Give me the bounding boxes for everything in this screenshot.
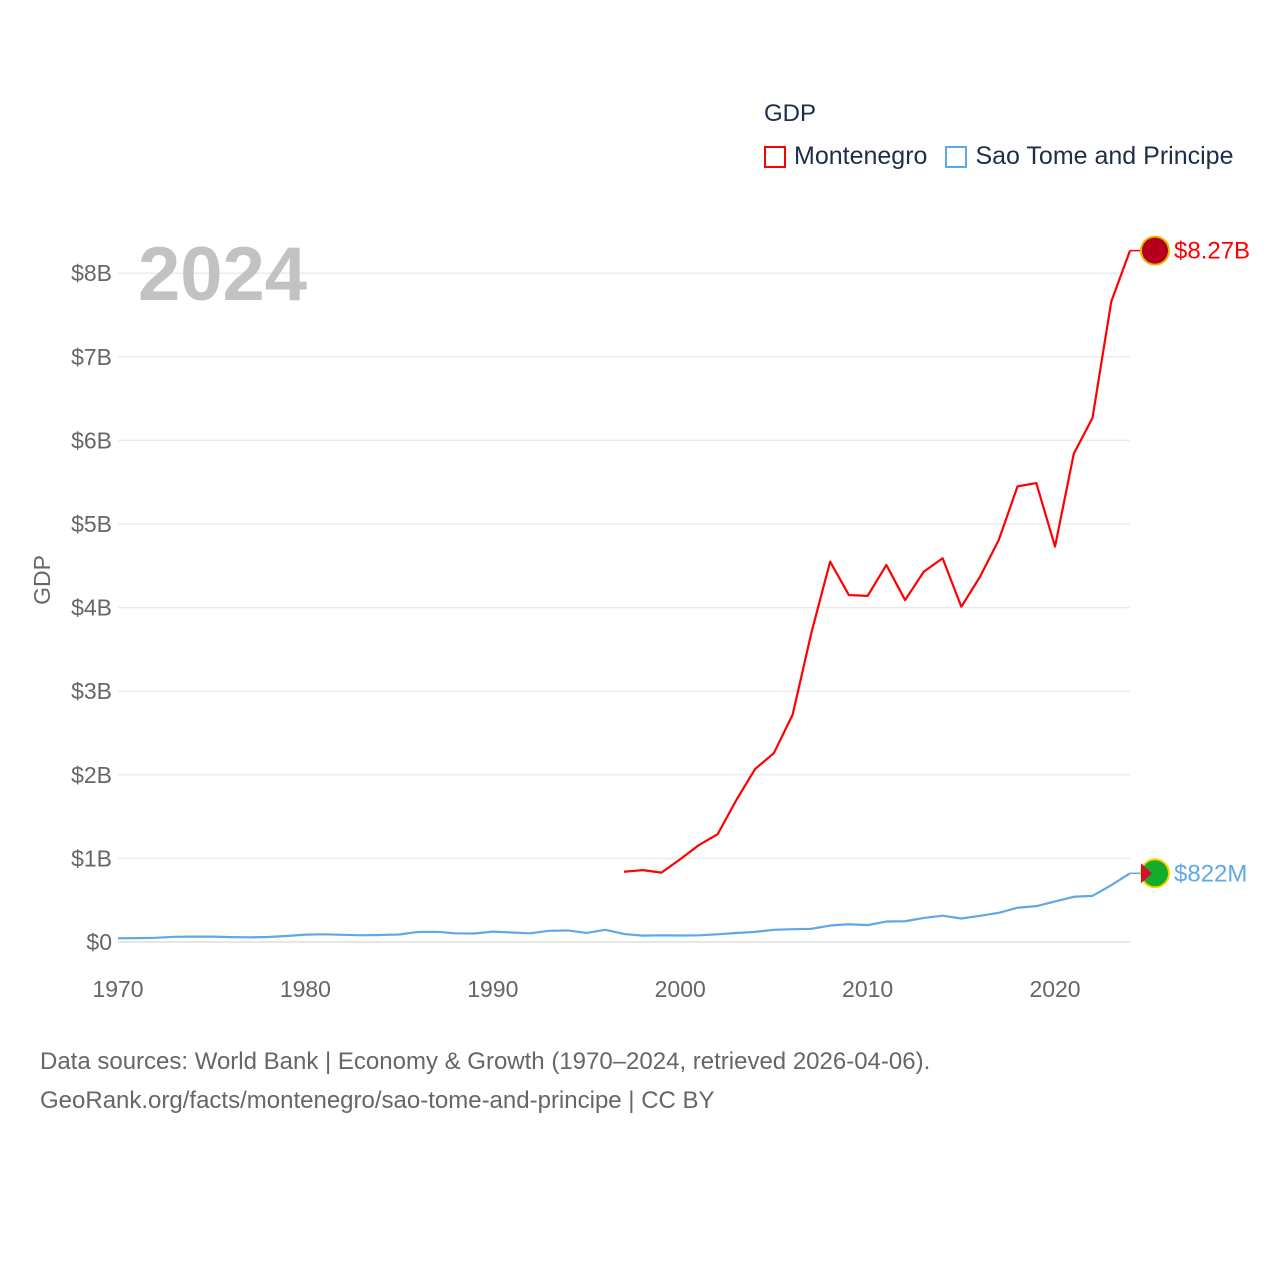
legend-label-sao-tome: Sao Tome and Principe <box>975 142 1234 170</box>
end-value-label: $8.27B <box>1174 238 1250 265</box>
legend-item-sao-tome[interactable]: Sao Tome and Principe <box>945 142 1233 171</box>
flag-triangle <box>1141 863 1152 884</box>
footer: Data sources: World Bank | Economy & Gro… <box>40 1042 930 1120</box>
montenegro-flag-icon <box>1140 235 1170 266</box>
footer-link[interactable]: GeoRank.org/facts/montenegro/sao-tome-an… <box>40 1087 715 1114</box>
y-tick-label: $5B <box>71 511 112 537</box>
x-tick-label: 1970 <box>92 976 143 1002</box>
legend-swatch-sao-tome <box>945 145 968 168</box>
y-tick-label: $6B <box>71 427 112 453</box>
y-tick-label: $7B <box>71 344 112 370</box>
x-tick-label: 2010 <box>842 976 893 1002</box>
legend-swatch-montenegro <box>764 145 786 168</box>
x-tick-label: 1980 <box>280 976 331 1002</box>
end-value-label: $822M <box>1174 860 1247 887</box>
y-tick-label: $8B <box>71 260 112 286</box>
legend-title: GDP <box>764 100 817 127</box>
legend-item-montenegro[interactable]: Montenegro <box>764 142 927 171</box>
y-tick-label: $1B <box>71 845 112 871</box>
x-tick-label: 1990 <box>467 976 518 1002</box>
legend-label-montenegro: Montenegro <box>794 142 928 170</box>
y-tick-label: $4B <box>71 595 112 621</box>
series-line-0 <box>623 250 1132 874</box>
y-axis-label: GDP <box>29 555 55 605</box>
x-tick-label: 2020 <box>1029 976 1080 1002</box>
x-tick-label: 2000 <box>655 976 706 1002</box>
y-tick-label: $2B <box>71 762 112 788</box>
year-watermark: 2024 <box>138 232 307 317</box>
gdp-line-chart: $0 $1B $2B $3B $4B $5B $6B $7B $8B 1970 1980 1990 20… <box>29 232 1250 1002</box>
legend: Montenegro Sao Tome and Principe <box>764 142 1251 171</box>
y-tick-label: $3B <box>71 678 112 704</box>
y-tick-label: $0 <box>86 929 112 955</box>
series-line-1 <box>117 872 1131 940</box>
footer-sources: Data sources: World Bank | Economy & Gro… <box>40 1048 931 1075</box>
